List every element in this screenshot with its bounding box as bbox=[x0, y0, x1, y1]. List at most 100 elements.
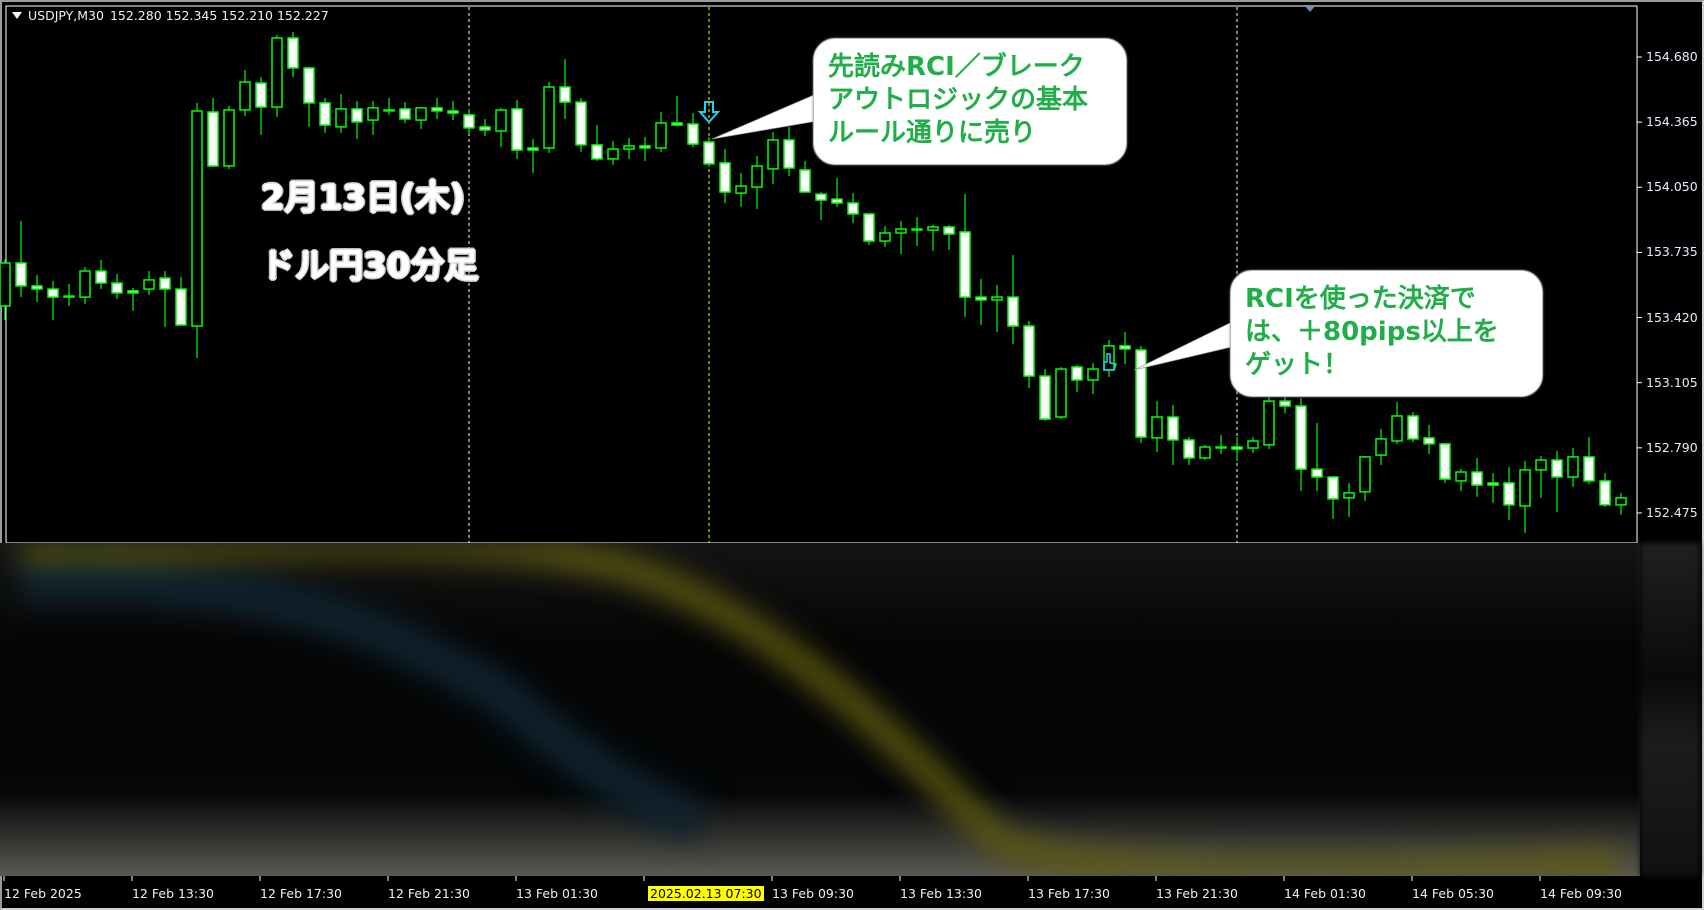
candle bbox=[1599, 473, 1611, 507]
candle-body-bear bbox=[591, 144, 603, 160]
candle-body-bear bbox=[1183, 439, 1195, 459]
candle bbox=[687, 113, 699, 147]
candle-body-bear bbox=[319, 102, 331, 126]
candle bbox=[399, 102, 411, 123]
candle-body-bull bbox=[1615, 497, 1627, 506]
candle bbox=[1503, 467, 1515, 520]
candle bbox=[895, 220, 907, 255]
candle-body-bear bbox=[719, 162, 731, 193]
candle-body-bear bbox=[1023, 325, 1035, 377]
candle-body-bull bbox=[767, 139, 779, 170]
candle-body-bull bbox=[655, 122, 667, 149]
indicator-line-blurred bbox=[18, 561, 708, 842]
candle bbox=[879, 225, 891, 248]
candle-body-bear bbox=[1439, 443, 1451, 480]
candle bbox=[783, 126, 795, 177]
candle-body-bear bbox=[1583, 456, 1595, 482]
x-tick-label: 14 Feb 05:30 bbox=[1412, 886, 1495, 901]
candle bbox=[655, 112, 667, 152]
candle bbox=[367, 101, 379, 135]
candle-body-bull bbox=[63, 295, 75, 298]
candle bbox=[1007, 255, 1019, 345]
candle-body-bear bbox=[1231, 446, 1243, 450]
candle-body-bear bbox=[127, 290, 139, 294]
candle bbox=[31, 274, 43, 303]
candle-body-bear bbox=[463, 114, 475, 129]
candle-body-bull bbox=[751, 165, 763, 188]
candle-body-bear bbox=[431, 107, 443, 112]
candle bbox=[207, 97, 219, 168]
symbol-timeframe: USDJPY,M30 bbox=[28, 8, 104, 23]
candle bbox=[639, 137, 651, 162]
candle bbox=[95, 260, 107, 290]
candle bbox=[47, 280, 59, 321]
candle bbox=[287, 31, 299, 78]
candle-body-bear bbox=[799, 169, 811, 193]
candle-body-bear bbox=[95, 270, 107, 284]
crosshair-time-label: 2025.02.13 07:30 bbox=[648, 886, 764, 901]
candle bbox=[127, 287, 139, 311]
candle bbox=[63, 284, 75, 306]
candle-body-bull bbox=[1055, 368, 1067, 418]
candle bbox=[1311, 423, 1323, 492]
candle-body-bear bbox=[175, 288, 187, 326]
candle-body-bear bbox=[1039, 375, 1051, 420]
candle-body-bull bbox=[927, 226, 939, 231]
bubble-exit-line: RCIを使った決済で bbox=[1245, 284, 1476, 314]
candle bbox=[607, 140, 619, 165]
candle-body-bear bbox=[207, 111, 219, 167]
triangle-down-icon[interactable] bbox=[12, 12, 22, 19]
x-tick-label: 13 Feb 13:30 bbox=[900, 886, 983, 901]
candle-body-bear bbox=[831, 198, 843, 204]
indicator-axis-blurred bbox=[1640, 543, 1700, 876]
x-tick-label: 12 Feb 13:30 bbox=[132, 886, 215, 901]
candle bbox=[927, 224, 939, 251]
candle-body-bear bbox=[399, 108, 411, 120]
candle-body-bear bbox=[511, 108, 523, 151]
candle bbox=[1583, 437, 1595, 485]
candle bbox=[1023, 321, 1035, 389]
bubble-exit-line: は、＋80pips以上を bbox=[1245, 317, 1499, 347]
shift-marker-icon[interactable] bbox=[1304, 5, 1316, 12]
candle bbox=[767, 132, 779, 184]
candle bbox=[1119, 332, 1131, 364]
candle-body-bull bbox=[0, 262, 11, 307]
candle bbox=[543, 82, 555, 153]
candle bbox=[431, 97, 443, 120]
candle bbox=[1359, 455, 1371, 501]
candle bbox=[351, 101, 363, 140]
candle bbox=[255, 77, 267, 135]
candle bbox=[303, 66, 315, 127]
candle-body-bear bbox=[159, 277, 171, 290]
candle bbox=[239, 70, 251, 116]
candle bbox=[15, 220, 27, 298]
bubble-sell-line: アウトロジックの基本 bbox=[828, 85, 1089, 115]
candle-body-bull bbox=[1215, 446, 1227, 449]
candle bbox=[719, 149, 731, 203]
candle bbox=[1263, 393, 1275, 450]
candle-body-bear bbox=[1487, 482, 1499, 486]
y-tick-label: 152.790 bbox=[1646, 439, 1698, 455]
candle-body-bull bbox=[991, 296, 1003, 301]
candle bbox=[111, 273, 123, 299]
candle-body-bear bbox=[1503, 482, 1515, 506]
candle bbox=[831, 177, 843, 207]
date-label: 2月13日(木) bbox=[260, 177, 466, 218]
candle-body-bear bbox=[287, 37, 299, 69]
candle-body-bear bbox=[783, 139, 795, 169]
x-tick-label: 14 Feb 01:30 bbox=[1284, 886, 1367, 901]
candle bbox=[271, 35, 283, 117]
candle-body-bear bbox=[303, 67, 315, 104]
candle bbox=[1295, 398, 1307, 492]
candle-body-bull bbox=[1455, 471, 1467, 482]
candle-body-bear bbox=[111, 282, 123, 294]
candle-body-bear bbox=[1551, 459, 1563, 478]
x-tick-label: 14 Feb 09:30 bbox=[1540, 886, 1623, 901]
candle-body-bull bbox=[143, 279, 155, 290]
timeframe-label: ドル円30分足 bbox=[260, 245, 479, 286]
candle-body-bear bbox=[255, 82, 267, 108]
y-tick-label: 154.050 bbox=[1646, 179, 1698, 195]
candle bbox=[703, 137, 715, 168]
indicator-subwindow-blurred bbox=[0, 543, 1640, 876]
